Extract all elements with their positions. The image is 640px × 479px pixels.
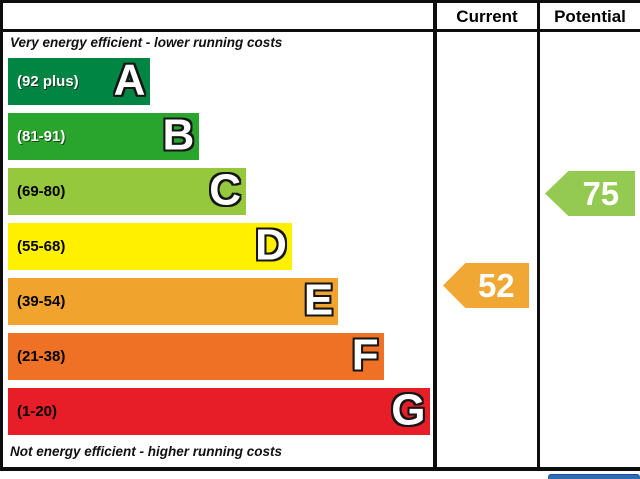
potential-rating-value: 75	[582, 174, 620, 212]
column-divider-current	[433, 3, 437, 467]
band-letter: D	[255, 220, 287, 270]
current-rating-value: 52	[477, 266, 515, 304]
column-divider-potential	[537, 3, 540, 467]
band-range-label: (39-54)	[17, 293, 66, 310]
band-range-label: (55-68)	[17, 238, 66, 255]
header-divider	[3, 29, 640, 32]
potential-rating-pointer: 75	[545, 170, 635, 217]
band-row-a: (92 plus) A	[8, 55, 151, 105]
band-range-label: (92 plus)	[17, 73, 79, 90]
band-range-label: (21-38)	[17, 348, 66, 365]
band-range-label: (1-20)	[17, 403, 58, 420]
band-letter: G	[391, 385, 426, 435]
band-row-d: (55-68) D	[8, 223, 292, 270]
band-range-label: (69-80)	[17, 183, 66, 200]
band-row-c: (69-80) C	[8, 168, 246, 215]
current-column-header: Current	[456, 7, 518, 26]
bottom-note: Not energy efficient - higher running co…	[10, 444, 283, 459]
band-range-label: (81-91)	[17, 128, 66, 145]
band-letter: F	[351, 330, 379, 380]
rating-bands: (92 plus) A (81-91) B (69-80) C (55-68) …	[8, 58, 433, 443]
band-row-f: (21-38) F	[8, 333, 384, 380]
band-row-e: (39-54) E	[8, 275, 339, 325]
band-letter: E	[303, 275, 334, 325]
current-rating-pointer: 52	[443, 262, 529, 309]
band-row-b: (81-91) B	[8, 110, 200, 160]
band-row-g: (1-20) G	[8, 385, 431, 435]
potential-column-header: Potential	[554, 7, 626, 26]
footer-panel-edge	[548, 474, 640, 479]
band-letter: C	[209, 165, 241, 215]
band-letter: B	[162, 110, 195, 160]
band-letter: A	[113, 55, 146, 105]
top-note: Very energy efficient - lower running co…	[10, 35, 283, 50]
